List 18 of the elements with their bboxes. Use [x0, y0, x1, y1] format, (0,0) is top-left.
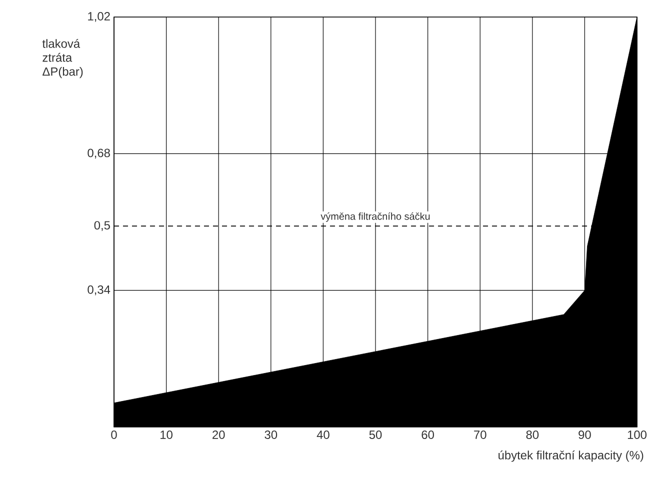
x-tick-label: 50 [369, 430, 382, 439]
y-axis-title: tlaková ztráta ΔP(bar) [42, 38, 83, 78]
x-tick-label: 30 [264, 430, 278, 439]
x-tick-label: 10 [160, 430, 172, 439]
x-tick-label: 40 [316, 430, 330, 439]
x-tick-label: 100 [628, 430, 647, 439]
ref-line-label: výměna filtračního sáčku [320, 212, 430, 222]
y-tick-label: 0,5 [94, 221, 110, 231]
x-axis-title: úbytek filtrační kapacity (%) [498, 450, 644, 462]
x-tick-label: 70 [474, 430, 486, 439]
y-tick-label: 0,34 [88, 285, 110, 296]
x-tick-label: 60 [422, 430, 434, 439]
x-tick-label: 90 [578, 430, 591, 439]
x-tick-label: 20 [212, 430, 225, 439]
y-tick-label: 0,68 [88, 148, 110, 159]
x-tick-label: 80 [526, 430, 539, 439]
y-tick-label: 1,02 [88, 12, 110, 22]
x-tick-label: 0 [111, 430, 117, 439]
